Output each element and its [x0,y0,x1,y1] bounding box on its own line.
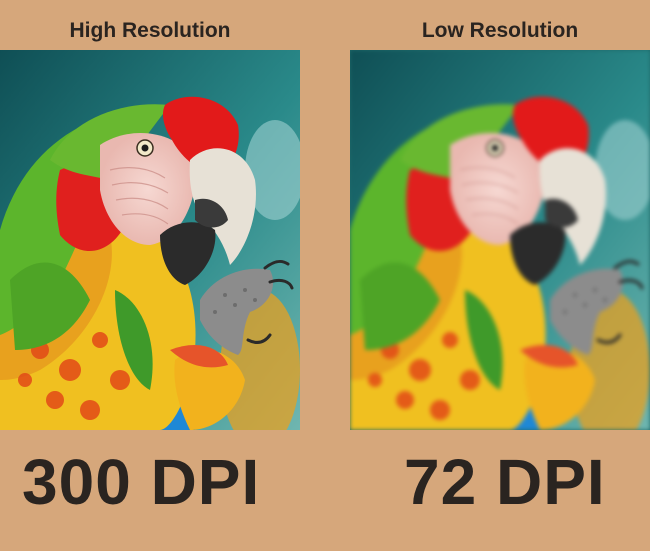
parrot-illustration-blurred [350,50,650,430]
parrot-illustration-sharp [0,50,300,430]
72-dpi-caption: 72 DPI [404,446,606,518]
low-resolution-parrot-image [350,50,650,430]
high-resolution-heading: High Resolution [69,19,231,42]
high-resolution-parrot-image [0,50,300,430]
300-dpi-caption: 300 DPI [22,446,261,518]
low-resolution-heading: Low Resolution [421,19,579,42]
